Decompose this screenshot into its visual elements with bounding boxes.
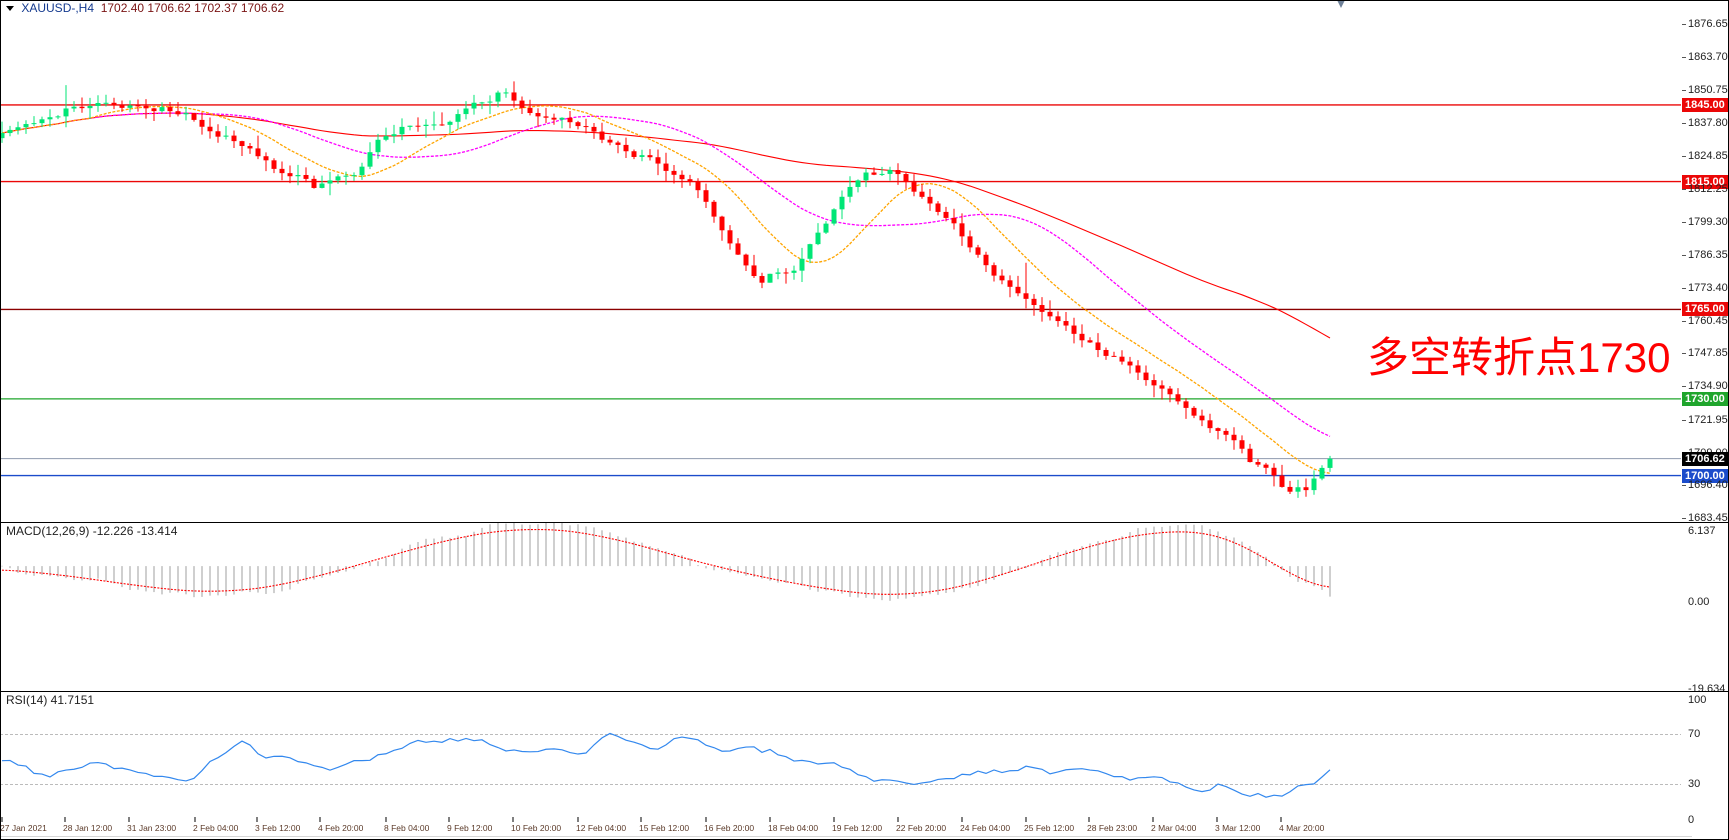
svg-text:多空转折点1730: 多空转折点1730	[1367, 334, 1670, 381]
